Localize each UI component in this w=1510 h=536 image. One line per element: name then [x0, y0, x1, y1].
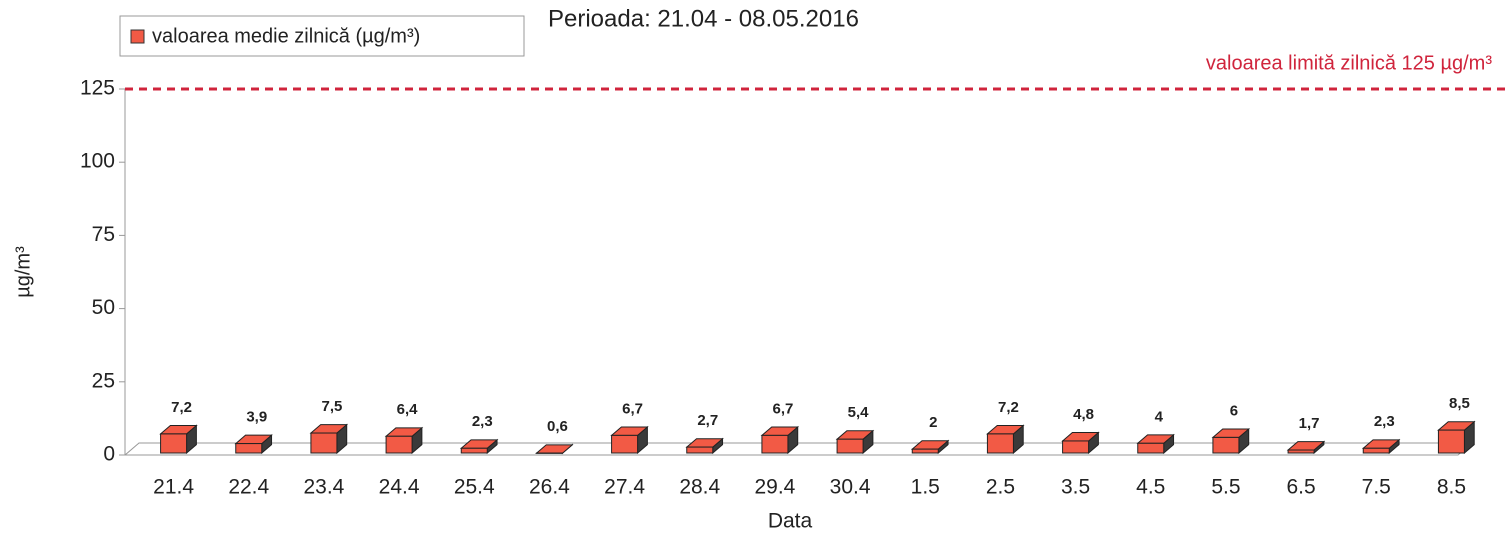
- x-tick-label: 3.5: [1061, 476, 1090, 499]
- value-label: 1,7: [1299, 415, 1320, 432]
- value-label: 6,7: [622, 400, 643, 417]
- x-tick-label: 28.4: [679, 476, 720, 499]
- x-tick-label: 5.5: [1211, 476, 1240, 499]
- value-label: 3,9: [246, 409, 267, 426]
- value-label: 2,3: [1374, 413, 1395, 430]
- value-label: 7,5: [321, 398, 342, 415]
- legend-box: [119, 15, 525, 57]
- y-axis-label: µg/m³: [12, 246, 34, 298]
- value-label: 2: [929, 414, 937, 431]
- x-tick-label: 21.4: [153, 476, 194, 499]
- x-tick-label: 25.4: [454, 476, 495, 499]
- bar: [611, 434, 639, 454]
- bar: [1437, 429, 1465, 454]
- y-tick-label: 0: [103, 443, 115, 466]
- x-tick-label: 29.4: [754, 476, 795, 499]
- value-label: 2,3: [472, 413, 493, 430]
- bar: [1362, 447, 1390, 454]
- x-tick-label: 1.5: [911, 476, 940, 499]
- x-axis-label: Data: [768, 510, 813, 533]
- bar: [235, 443, 263, 454]
- value-label: 4: [1155, 408, 1164, 425]
- bar: [686, 446, 714, 454]
- x-tick-label: 24.4: [379, 476, 420, 499]
- legend-label: valoarea medie zilnică (µg/m³): [152, 25, 420, 47]
- x-tick-label: 4.5: [1136, 476, 1165, 499]
- value-label: 6,4: [397, 401, 419, 418]
- bar: [1062, 440, 1090, 454]
- bar: [1137, 442, 1165, 454]
- limit-label: valoarea limită zilnică 125 µg/m³: [1206, 52, 1492, 74]
- x-tick-label: 26.4: [529, 476, 570, 499]
- value-label: 0,6: [547, 418, 568, 435]
- value-label: 8,5: [1449, 395, 1470, 412]
- x-tick-label: 30.4: [830, 476, 871, 499]
- y-tick-label: 75: [92, 223, 115, 246]
- value-label: 4,8: [1073, 406, 1094, 423]
- bar: [460, 447, 488, 454]
- x-tick-label: 2.5: [986, 476, 1015, 499]
- value-label: 7,2: [171, 399, 192, 416]
- bar-top: [535, 444, 574, 454]
- x-tick-label: 6.5: [1286, 476, 1315, 499]
- bar: [310, 432, 338, 454]
- bar: [385, 435, 413, 454]
- bar: [836, 438, 864, 454]
- y-tick-label: 50: [92, 296, 115, 319]
- x-tick-label: 22.4: [228, 476, 269, 499]
- bar: [986, 433, 1014, 454]
- value-label: 6,7: [772, 400, 793, 417]
- bar: [1287, 449, 1315, 454]
- x-tick-label: 8.5: [1437, 476, 1466, 499]
- y-tick-label: 125: [80, 77, 115, 100]
- x-tick-label: 7.5: [1362, 476, 1391, 499]
- y-tick-label: 25: [92, 369, 115, 392]
- value-label: 6: [1230, 402, 1238, 419]
- bar: [160, 433, 188, 454]
- value-label: 7,2: [998, 399, 1019, 416]
- x-tick-label: 27.4: [604, 476, 645, 499]
- bar: [911, 448, 939, 454]
- x-tick-label: 23.4: [303, 476, 344, 499]
- chart-title: Perioada: 21.04 - 08.05.2016: [548, 5, 859, 32]
- y-tick-label: 100: [80, 150, 115, 173]
- value-label: 5,4: [848, 404, 870, 421]
- bar: [1212, 436, 1240, 454]
- bar: [761, 434, 789, 454]
- value-label: 2,7: [697, 412, 718, 429]
- legend-swatch: [130, 29, 145, 44]
